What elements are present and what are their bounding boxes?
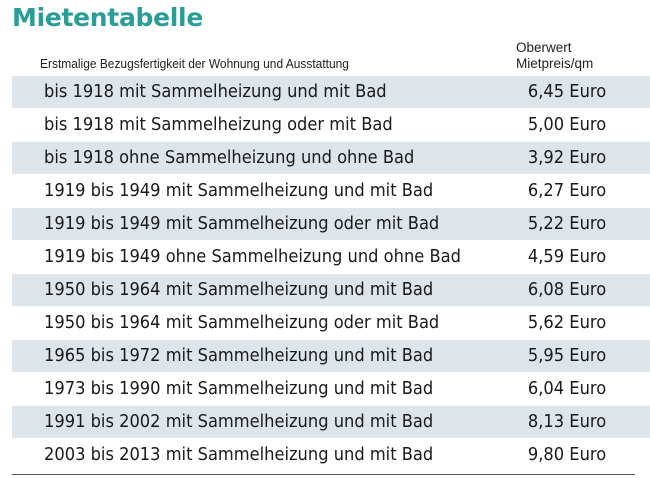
table-row: 1919 bis 1949 mit Sammelheizung und mit … xyxy=(12,175,650,208)
table-row: bis 1918 mit Sammelheizung oder mit Bad … xyxy=(12,109,650,142)
table-row: 1919 bis 1949 ohne Sammelheizung und ohn… xyxy=(12,241,650,274)
row-description: 1991 bis 2002 mit Sammelheizung und mit … xyxy=(44,412,434,432)
row-description: 1919 bis 1949 mit Sammelheizung und mit … xyxy=(44,181,434,201)
column-header-price-line2: Mietpreis/qm xyxy=(516,56,594,71)
column-header-price: Oberwert Mietpreis/qm xyxy=(516,40,593,72)
column-header-price-line1: Oberwert xyxy=(516,40,572,55)
row-description: 1950 bis 1964 mit Sammelheizung oder mit… xyxy=(44,313,440,333)
row-description: 1973 bis 1990 mit Sammelheizung und mit … xyxy=(44,379,434,399)
bottom-rule xyxy=(12,474,635,475)
row-description: 1919 bis 1949 mit Sammelheizung oder mit… xyxy=(44,214,440,234)
row-price: 9,80 Euro xyxy=(527,445,606,465)
row-price: 3,92 Euro xyxy=(527,148,606,168)
row-description: bis 1918 mit Sammelheizung und mit Bad xyxy=(44,82,387,102)
row-price: 6,27 Euro xyxy=(527,181,606,201)
table-row: 1991 bis 2002 mit Sammelheizung und mit … xyxy=(12,406,650,439)
row-price: 6,45 Euro xyxy=(527,82,606,102)
rent-table: bis 1918 mit Sammelheizung und mit Bad 6… xyxy=(12,76,650,472)
column-header-description: Erstmalige Bezugsfertigkeit der Wohnung … xyxy=(40,56,349,71)
row-description: 1965 bis 1972 mit Sammelheizung und mit … xyxy=(44,346,434,366)
table-row: bis 1918 mit Sammelheizung und mit Bad 6… xyxy=(12,76,650,109)
row-price: 5,95 Euro xyxy=(527,346,606,366)
table-row: bis 1918 ohne Sammelheizung und ohne Bad… xyxy=(12,142,650,175)
row-price: 8,13 Euro xyxy=(527,412,606,432)
row-price: 5,00 Euro xyxy=(527,115,606,135)
table-row: 2003 bis 2013 mit Sammelheizung und mit … xyxy=(12,439,650,472)
table-row: 1965 bis 1972 mit Sammelheizung und mit … xyxy=(12,340,650,373)
row-description: bis 1918 mit Sammelheizung oder mit Bad xyxy=(44,115,393,135)
page-title: Mietentabelle xyxy=(12,3,203,32)
row-price: 4,59 Euro xyxy=(527,247,606,267)
row-description: 1919 bis 1949 ohne Sammelheizung und ohn… xyxy=(44,247,461,267)
row-price: 6,04 Euro xyxy=(527,379,606,399)
row-description: 1950 bis 1964 mit Sammelheizung und mit … xyxy=(44,280,434,300)
row-price: 5,62 Euro xyxy=(527,313,606,333)
table-row: 1973 bis 1990 mit Sammelheizung und mit … xyxy=(12,373,650,406)
row-description: 2003 bis 2013 mit Sammelheizung und mit … xyxy=(44,445,434,465)
table-row: 1919 bis 1949 mit Sammelheizung oder mit… xyxy=(12,208,650,241)
table-row: 1950 bis 1964 mit Sammelheizung oder mit… xyxy=(12,307,650,340)
table-row: 1950 bis 1964 mit Sammelheizung und mit … xyxy=(12,274,650,307)
row-description: bis 1918 ohne Sammelheizung und ohne Bad xyxy=(44,148,415,168)
row-price: 5,22 Euro xyxy=(527,214,606,234)
row-price: 6,08 Euro xyxy=(527,280,606,300)
